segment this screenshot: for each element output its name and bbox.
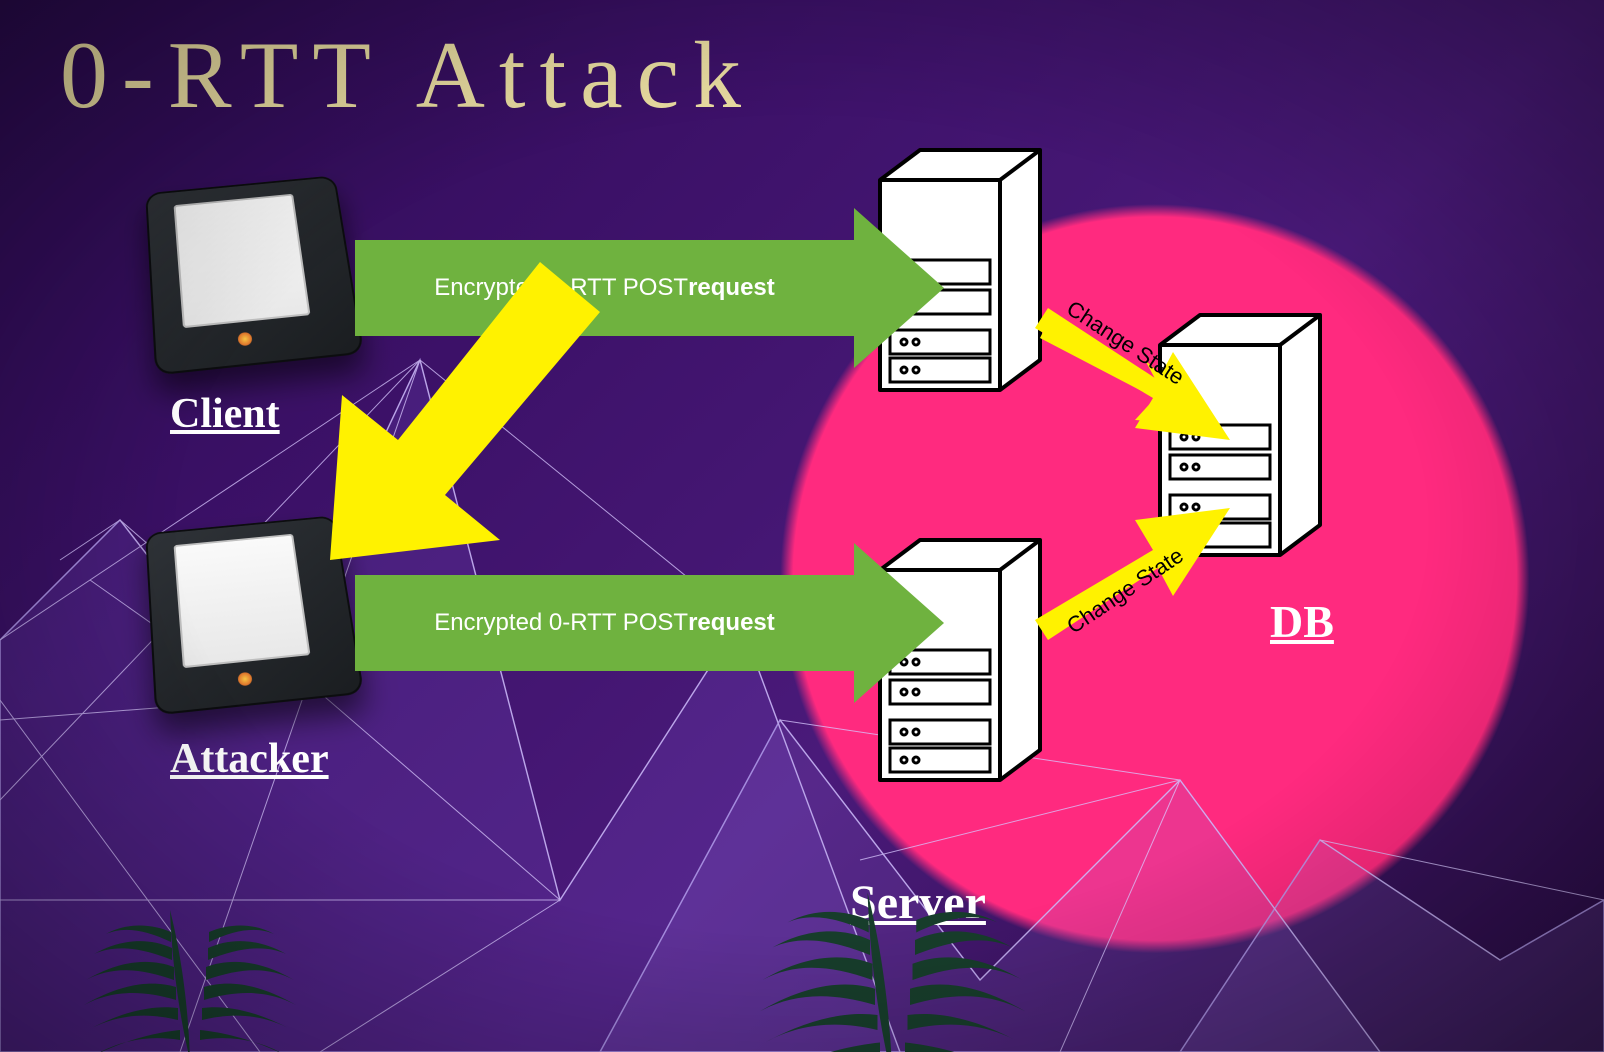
diagram-stage: 0-RTT Attack Client Attacker — [0, 0, 1604, 1052]
intercept-arrow — [0, 0, 1604, 1052]
change-state-arrow-bottom: Change State — [1040, 470, 1240, 650]
change-state-arrow-top: Change State — [1040, 300, 1240, 480]
